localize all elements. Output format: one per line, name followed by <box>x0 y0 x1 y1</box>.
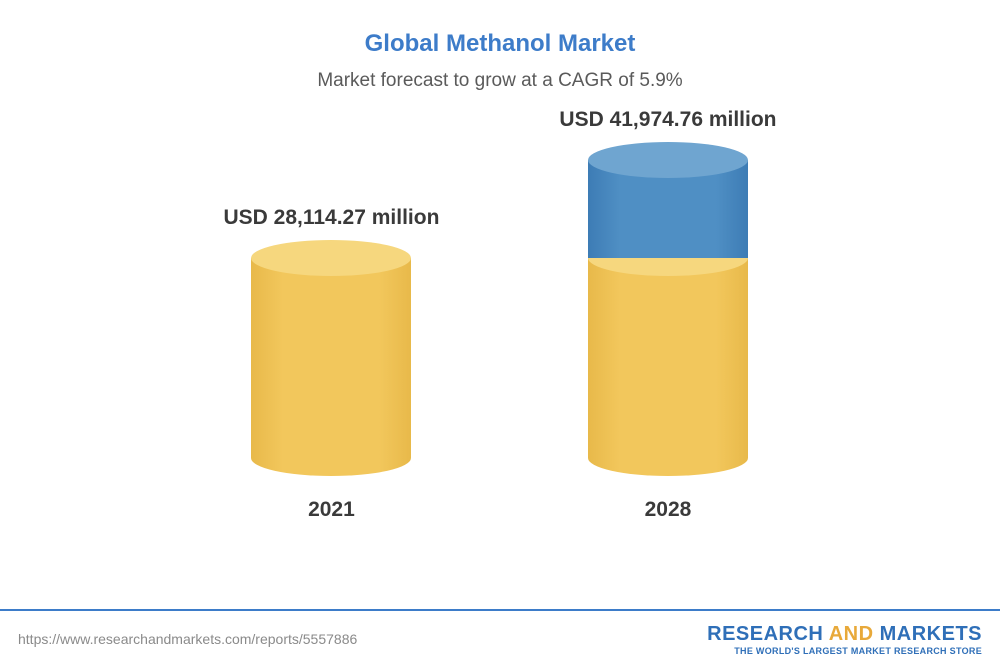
logo-word-markets: MARKETS <box>880 623 982 645</box>
cylinder-segment <box>251 258 411 458</box>
cylinder <box>251 258 411 458</box>
cylinder-bottom-ellipse <box>588 440 748 476</box>
year-label: 2021 <box>308 498 355 522</box>
cylinder <box>588 160 748 458</box>
source-url: https://www.researchandmarkets.com/repor… <box>18 631 357 647</box>
logo-word-and: AND <box>829 623 874 645</box>
logo-text: RESEARCH AND MARKETS <box>707 623 982 646</box>
cylinder-segment <box>588 258 748 458</box>
cylinder-segment <box>588 160 748 258</box>
chart-area: USD 28,114.27 million2021USD 41,974.76 m… <box>0 142 1000 522</box>
cylinder-top-ellipse <box>251 240 411 276</box>
cylinder-bottom-ellipse <box>251 440 411 476</box>
chart-container: Global Methanol Market Market forecast t… <box>0 0 1000 667</box>
cylinder-top-ellipse <box>588 142 748 178</box>
logo-tagline: THE WORLD'S LARGEST MARKET RESEARCH STOR… <box>707 646 982 656</box>
chart-title: Global Methanol Market <box>0 30 1000 58</box>
chart-subtitle: Market forecast to grow at a CAGR of 5.9… <box>0 70 1000 92</box>
value-label: USD 28,114.27 million <box>223 206 439 230</box>
cylinder-bar: USD 28,114.27 million 2021 <box>223 206 439 522</box>
logo: RESEARCH AND MARKETS THE WORLD'S LARGEST… <box>707 623 982 656</box>
footer: https://www.researchandmarkets.com/repor… <box>0 609 1000 667</box>
logo-word-research: RESEARCH <box>707 623 823 645</box>
value-label: USD 41,974.76 million <box>559 108 776 132</box>
year-label: 2028 <box>645 498 692 522</box>
cylinder-bar: USD 41,974.76 million 2028 <box>559 108 776 522</box>
